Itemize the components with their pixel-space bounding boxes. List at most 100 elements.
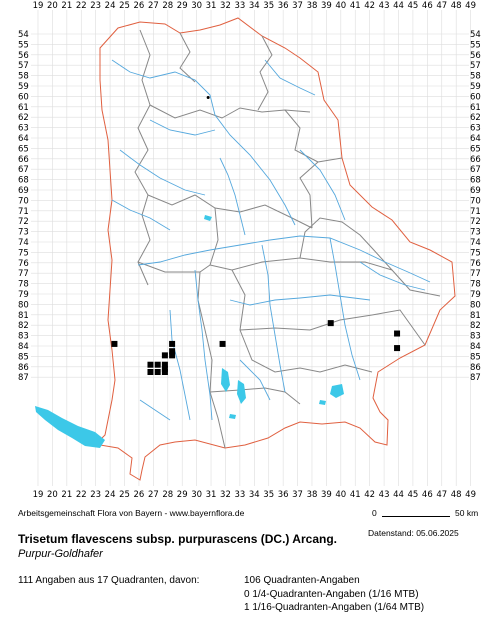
x-tick-label-top: 20 — [47, 1, 58, 11]
x-tick-label-top: 36 — [278, 1, 289, 11]
x-tick-label-top: 42 — [364, 1, 375, 11]
y-tick-label-right: 83 — [470, 332, 481, 342]
credit-text: Arbeitsgemeinschaft Flora von Bayern - w… — [18, 508, 245, 518]
y-tick-label-left: 81 — [18, 311, 29, 321]
y-tick-label-left: 68 — [18, 176, 29, 186]
lake-ammersee — [221, 368, 230, 392]
y-tick-label-right: 81 — [470, 311, 481, 321]
y-tick-label-right: 60 — [470, 92, 481, 102]
y-tick-label-left: 78 — [18, 280, 29, 290]
y-tick-label-left: 72 — [18, 217, 29, 227]
y-tick-label-left: 76 — [18, 259, 29, 269]
y-tick-label-right: 85 — [470, 352, 481, 362]
x-tick-label-top: 40 — [335, 1, 346, 11]
occurrence-marker — [394, 330, 401, 337]
y-tick-label-right: 76 — [470, 259, 481, 269]
y-tick-label-left: 79 — [18, 290, 29, 300]
x-tick-label-bottom: 22 — [76, 490, 87, 500]
scale-end-label: 50 km — [455, 508, 479, 518]
x-tick-label-top: 37 — [292, 1, 303, 11]
y-tick-label-left: 61 — [18, 103, 29, 113]
x-tick-label-top: 32 — [220, 1, 231, 11]
y-tick-label-left: 58 — [18, 72, 29, 82]
x-tick-label-top: 47 — [436, 1, 447, 11]
x-tick-label-bottom: 42 — [364, 490, 375, 500]
y-tick-label-left: 77 — [18, 269, 29, 279]
x-tick-label-top: 21 — [61, 1, 72, 11]
x-tick-label-bottom: 20 — [47, 490, 58, 500]
scale-start-label: 0 — [372, 508, 377, 518]
y-tick-label-right: 67 — [470, 165, 481, 175]
x-tick-label-top: 30 — [191, 1, 202, 11]
x-tick-label-bottom: 48 — [451, 490, 462, 500]
rivers — [111, 59, 431, 421]
occurrence-marker — [111, 340, 118, 347]
y-tick-label-left: 84 — [18, 342, 29, 352]
occurrence-markers — [111, 95, 401, 375]
x-tick-label-top: 41 — [350, 1, 361, 11]
district-boundaries — [134, 29, 441, 449]
y-tick-label-left: 59 — [18, 82, 29, 92]
x-tick-label-bottom: 40 — [335, 490, 346, 500]
y-tick-label-left: 82 — [18, 321, 29, 331]
x-tick-label-bottom: 32 — [220, 490, 231, 500]
x-tick-label-bottom: 23 — [90, 490, 101, 500]
y-tick-label-left: 60 — [18, 92, 29, 102]
x-tick-label-top: 31 — [206, 1, 217, 11]
occurrence-marker — [161, 365, 168, 372]
map-grid — [31, 10, 471, 486]
y-tick-label-left: 65 — [18, 144, 29, 154]
occurrence-marker — [219, 340, 226, 347]
species-common-name: Purpur-Goldhafer — [18, 548, 103, 560]
y-tick-label-right: 68 — [470, 176, 481, 186]
y-tick-label-right: 64 — [470, 134, 481, 144]
y-tick-label-left: 73 — [18, 228, 29, 238]
y-tick-label-right: 80 — [470, 300, 481, 310]
y-tick-label-left: 56 — [18, 51, 29, 61]
y-tick-label-right: 73 — [470, 228, 481, 238]
occurrence-marker — [169, 348, 176, 355]
x-tick-label-bottom: 46 — [422, 490, 433, 500]
x-tick-label-top: 23 — [90, 1, 101, 11]
x-tick-label-top: 27 — [148, 1, 159, 11]
x-tick-label-bottom: 35 — [263, 490, 274, 500]
x-tick-label-bottom: 43 — [379, 490, 390, 500]
x-tick-label-bottom: 47 — [436, 490, 447, 500]
x-tick-label-bottom: 38 — [307, 490, 318, 500]
y-tick-label-left: 63 — [18, 124, 29, 134]
y-tick-label-right: 79 — [470, 290, 481, 300]
scale-bar — [382, 516, 450, 517]
y-tick-label-right: 72 — [470, 217, 481, 227]
x-tick-label-bottom: 24 — [105, 490, 116, 500]
lakes — [35, 215, 344, 448]
y-tick-label-right: 75 — [470, 248, 481, 258]
x-tick-label-bottom: 21 — [61, 490, 72, 500]
occurrence-marker — [161, 369, 168, 375]
y-tick-label-left: 74 — [18, 238, 29, 248]
x-tick-label-top: 26 — [134, 1, 145, 11]
y-tick-label-right: 57 — [470, 61, 481, 71]
x-tick-label-top: 39 — [321, 1, 332, 11]
x-tick-label-bottom: 36 — [278, 490, 289, 500]
x-tick-label-bottom: 31 — [206, 490, 217, 500]
lake-starnberger — [237, 380, 246, 404]
species-title: Trisetum flavescens subsp. purpurascens … — [18, 532, 337, 546]
y-tick-label-left: 71 — [18, 207, 29, 217]
lake-bodensee — [35, 406, 105, 448]
x-tick-label-top: 35 — [263, 1, 274, 11]
occurrence-marker — [169, 340, 176, 347]
y-tick-label-left: 55 — [18, 40, 29, 50]
occurrence-marker — [327, 320, 334, 327]
x-tick-label-top: 25 — [119, 1, 130, 11]
x-tick-label-bottom: 25 — [119, 490, 130, 500]
lake-small-1 — [204, 215, 212, 221]
x-tick-label-top: 49 — [465, 1, 476, 11]
y-tick-label-right: 82 — [470, 321, 481, 331]
y-tick-label-right: 71 — [470, 207, 481, 217]
x-tick-label-bottom: 26 — [134, 490, 145, 500]
x-tick-label-bottom: 49 — [465, 490, 476, 500]
y-tick-label-left: 57 — [18, 61, 29, 71]
y-tick-label-left: 54 — [18, 30, 29, 40]
occurrence-marker — [169, 352, 176, 359]
x-tick-label-bottom: 27 — [148, 490, 159, 500]
